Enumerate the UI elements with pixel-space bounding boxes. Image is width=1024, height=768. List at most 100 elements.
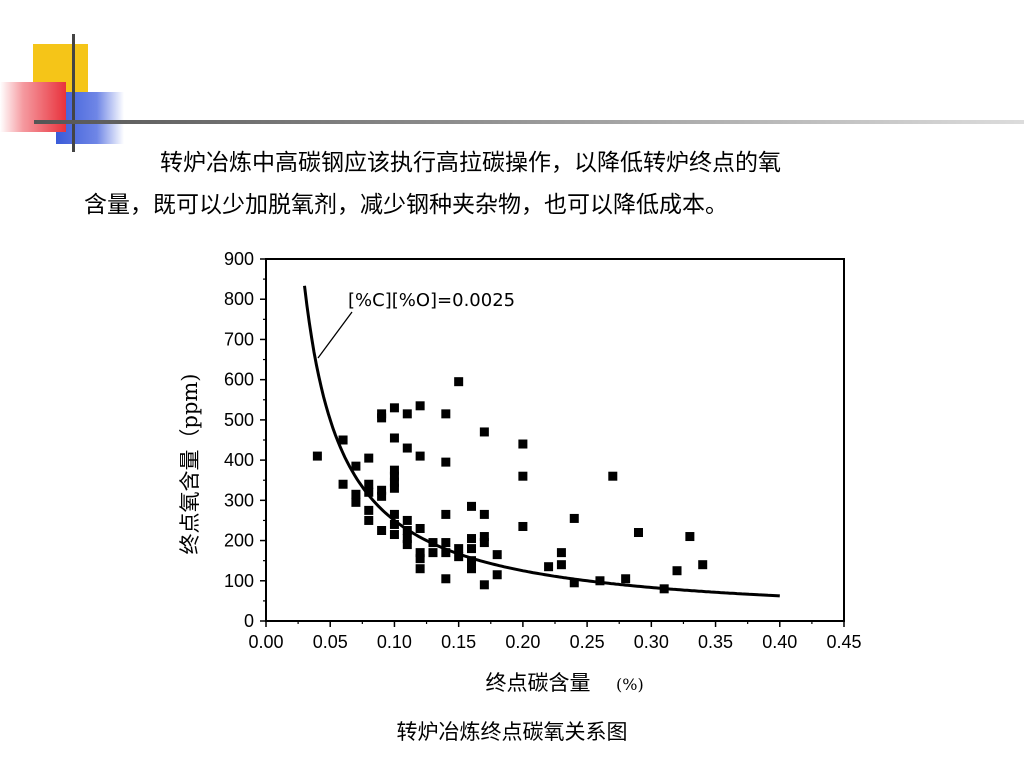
data-point: [479, 427, 489, 437]
data-point: [479, 532, 489, 542]
axis-ticks: [260, 258, 845, 627]
data-point: [428, 548, 438, 558]
data-point: [377, 491, 387, 501]
data-point: [518, 439, 528, 449]
data-point: [556, 560, 566, 570]
paragraph-line-2: 含量，既可以少加脱氧剂，减少钢种夹杂物，也可以降低成本。: [84, 192, 728, 218]
data-point: [389, 433, 399, 443]
data-point: [608, 471, 618, 481]
curve-annotation: [%C][%O]=0.0025: [348, 290, 515, 311]
y-tick-label: 500: [224, 410, 254, 430]
annotation-arrow: [317, 311, 353, 359]
data-point: [377, 485, 387, 495]
data-point: [415, 548, 425, 558]
data-point: [402, 443, 412, 453]
data-point: [351, 461, 361, 471]
data-point: [441, 509, 451, 519]
data-point: [364, 505, 374, 515]
data-point: [441, 457, 451, 467]
data-point: [402, 409, 412, 419]
data-point: [389, 477, 399, 487]
data-point: [389, 403, 399, 413]
data-point: [569, 513, 579, 523]
x-tick-label: 0.10: [377, 632, 412, 652]
data-point: [415, 401, 425, 411]
deco-horizontal-line: [34, 120, 1024, 124]
data-point: [364, 453, 374, 463]
data-point: [402, 526, 412, 535]
fit-curve: [303, 285, 780, 598]
data-point: [415, 564, 425, 574]
data-point: [698, 560, 708, 570]
paragraph-line-1: 转炉冶炼中高碳钢应该执行高拉碳操作，以降低转炉终点的氧: [160, 150, 781, 176]
y-tick-label: 400: [224, 450, 254, 470]
data-point: [389, 465, 399, 475]
data-point: [402, 534, 412, 544]
y-tick-labels: 0 100 200 300 400 500 600 700 800 900: [224, 249, 254, 631]
data-point: [685, 532, 695, 542]
data-point: [621, 574, 631, 584]
x-tick-label: 0.40: [762, 632, 797, 652]
y-tick-label: 0: [244, 611, 254, 631]
data-point: [338, 479, 348, 489]
x-tick-labels: 0.00 0.05 0.10 0.15 0.20 0.25 0.30 0.35 0.40 0.45: [248, 632, 861, 652]
data-point: [338, 435, 348, 445]
data-point: [479, 509, 489, 519]
data-point: [389, 471, 399, 481]
x-tick-label: 0.25: [570, 632, 605, 652]
data-point: [364, 515, 374, 525]
data-point: [415, 554, 425, 564]
data-points: [312, 377, 708, 594]
x-tick-label: 0.20: [505, 632, 540, 652]
data-point: [351, 497, 361, 507]
data-point: [364, 479, 374, 489]
data-point: [402, 515, 412, 525]
data-point: [479, 538, 489, 548]
data-point: [544, 562, 554, 572]
y-tick-label: 600: [224, 370, 254, 390]
data-point: [518, 471, 528, 481]
data-point: [454, 544, 464, 554]
data-point: [454, 552, 464, 562]
plot-frame: [265, 258, 845, 622]
x-axis-unit: (%): [616, 675, 644, 694]
intro-paragraph: 转炉冶炼中高碳钢应该执行高拉碳操作，以降低转炉终点的氧 含量，既可以少加脱氧剂，…: [84, 142, 964, 226]
x-axis-label: 终点碳含量: [486, 671, 591, 695]
data-point: [389, 509, 399, 519]
data-point: [415, 523, 425, 533]
data-point: [479, 580, 489, 590]
x-tick-label: 0.15: [441, 632, 476, 652]
data-point: [389, 483, 399, 493]
data-point: [492, 550, 502, 560]
data-point: [312, 451, 322, 461]
data-point: [518, 521, 528, 531]
deco-blue-square: [56, 92, 124, 144]
data-point: [569, 578, 579, 588]
data-point: [633, 528, 643, 538]
data-point: [492, 570, 502, 580]
data-point: [672, 566, 682, 576]
data-point: [467, 534, 477, 544]
data-point: [659, 584, 669, 594]
data-point: [377, 526, 387, 535]
data-point: [441, 538, 451, 548]
data-point: [351, 489, 361, 499]
data-point: [467, 556, 477, 566]
data-point: [467, 564, 477, 574]
data-point: [467, 544, 477, 554]
data-point: [441, 409, 451, 419]
data-point: [441, 548, 451, 558]
data-point: [389, 530, 399, 540]
y-tick-label: 800: [224, 289, 254, 309]
chart-caption: 转炉冶炼终点碳氧关系图: [396, 720, 628, 744]
data-point: [467, 501, 477, 511]
y-tick-label: 300: [224, 490, 254, 510]
data-point: [441, 574, 451, 584]
y-tick-label: 900: [224, 249, 254, 269]
data-point: [454, 377, 464, 387]
y-tick-label: 700: [224, 329, 254, 349]
deco-vertical-line: [72, 34, 75, 152]
data-point: [428, 538, 438, 548]
data-point: [415, 451, 425, 461]
